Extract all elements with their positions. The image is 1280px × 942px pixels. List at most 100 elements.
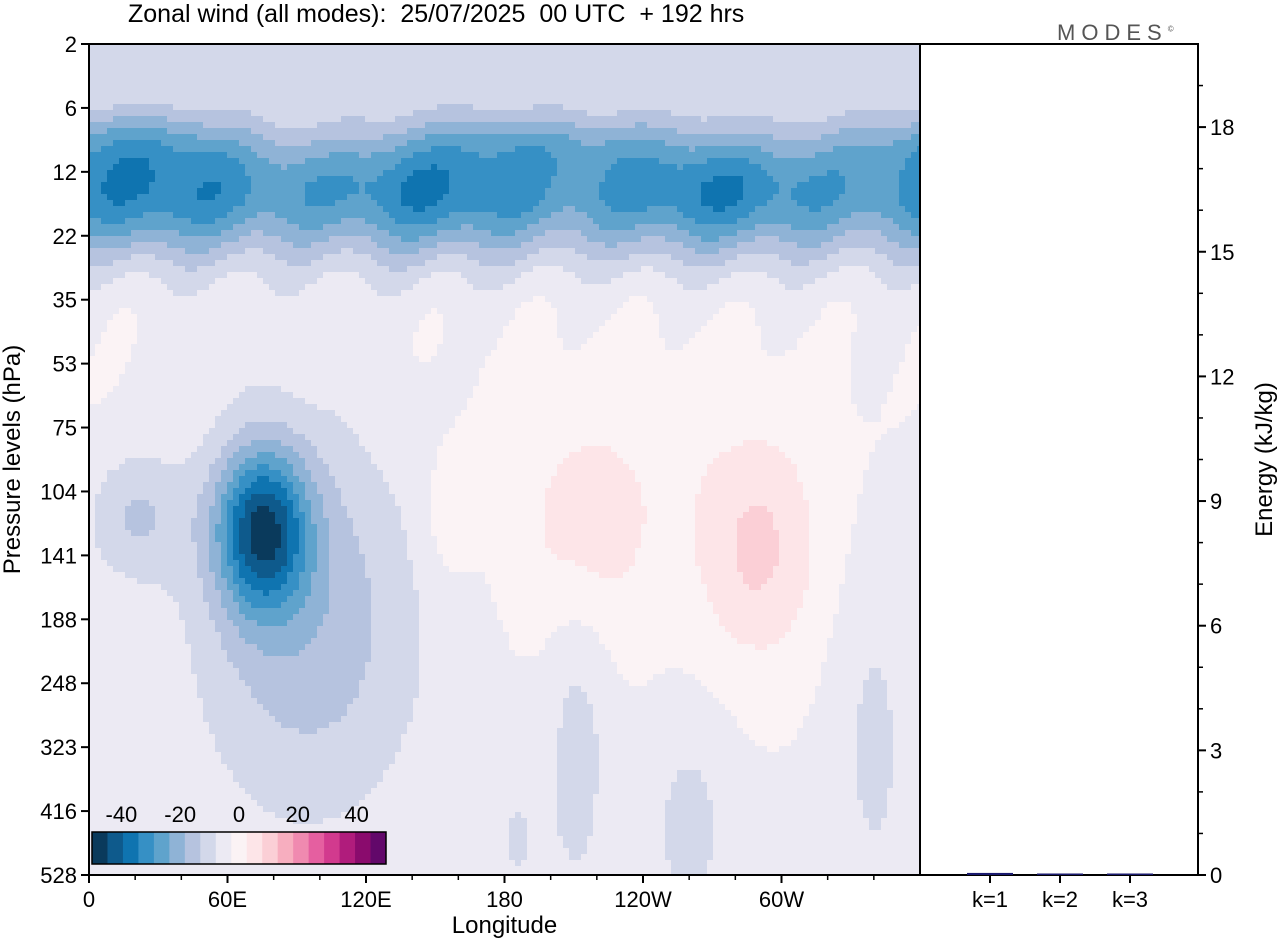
heatmap-cell bbox=[125, 74, 132, 81]
heatmap-cell bbox=[731, 146, 738, 153]
heatmap-cell bbox=[749, 188, 756, 195]
heatmap-cell bbox=[701, 242, 708, 249]
heatmap-cell bbox=[287, 44, 294, 51]
heatmap-cell bbox=[131, 80, 138, 87]
heatmap-cell bbox=[281, 224, 288, 231]
heatmap-cell bbox=[677, 164, 684, 171]
heatmap-cell bbox=[257, 158, 264, 165]
heatmap-cell bbox=[647, 92, 654, 99]
heatmap-cell bbox=[689, 176, 696, 183]
heatmap-cell bbox=[653, 230, 660, 237]
heatmap-cell bbox=[809, 182, 816, 189]
heatmap-cell bbox=[299, 152, 306, 159]
heatmap-cell bbox=[761, 146, 768, 153]
heatmap-cell bbox=[245, 212, 252, 219]
heatmap-cell bbox=[89, 104, 96, 111]
heatmap-cell bbox=[425, 92, 432, 99]
heatmap-cell bbox=[851, 170, 858, 177]
heatmap-cell bbox=[269, 188, 276, 195]
heatmap-cell bbox=[239, 122, 246, 129]
heatmap-cell bbox=[323, 218, 330, 225]
heatmap-cell bbox=[197, 134, 204, 141]
heatmap-cell bbox=[119, 146, 126, 153]
heatmap-cell bbox=[299, 104, 306, 111]
heatmap-cell bbox=[449, 140, 456, 147]
heatmap-cell bbox=[605, 188, 612, 195]
heatmap-cell bbox=[761, 92, 768, 99]
heatmap-cell bbox=[107, 140, 114, 147]
heatmap-cell bbox=[359, 176, 366, 183]
heatmap-cell bbox=[695, 158, 702, 165]
heatmap-cell bbox=[551, 152, 558, 159]
heatmap-cell bbox=[533, 224, 540, 231]
heatmap-cell bbox=[701, 104, 708, 111]
heatmap-cell bbox=[821, 212, 828, 219]
heatmap-cell bbox=[695, 50, 702, 57]
heatmap-cell bbox=[683, 152, 690, 159]
heatmap-cell bbox=[575, 68, 582, 75]
heatmap-cell bbox=[551, 50, 558, 57]
heatmap-cell bbox=[317, 50, 324, 57]
heatmap-cell bbox=[551, 146, 558, 153]
heatmap-cell bbox=[323, 50, 330, 57]
heatmap-cell bbox=[299, 188, 306, 195]
heatmap-cell bbox=[173, 74, 180, 81]
heatmap-cell bbox=[707, 104, 714, 111]
heatmap-cell bbox=[737, 242, 744, 249]
heatmap-cell bbox=[815, 206, 822, 213]
heatmap-cell bbox=[611, 50, 618, 57]
heatmap-cell bbox=[713, 44, 720, 51]
heatmap-cell bbox=[581, 140, 588, 147]
heatmap-cell bbox=[221, 122, 228, 129]
heatmap-cell bbox=[179, 242, 186, 249]
heatmap-cell bbox=[647, 218, 654, 225]
heatmap-cell bbox=[683, 206, 690, 213]
heatmap-cell bbox=[299, 158, 306, 165]
heatmap-cell bbox=[425, 56, 432, 63]
heatmap-cell bbox=[857, 86, 864, 93]
heatmap-cell bbox=[383, 242, 390, 249]
heatmap-cell bbox=[689, 92, 696, 99]
heatmap-cell bbox=[635, 182, 642, 189]
heatmap-cell bbox=[431, 116, 438, 123]
heatmap-cell bbox=[635, 218, 642, 225]
heatmap-cell bbox=[527, 236, 534, 243]
heatmap-cell bbox=[305, 56, 312, 63]
heatmap-cell bbox=[425, 164, 432, 171]
heatmap-cell bbox=[335, 44, 342, 51]
heatmap-cell bbox=[347, 98, 354, 105]
heatmap-cell bbox=[659, 194, 666, 201]
heatmap-cell bbox=[113, 188, 120, 195]
heatmap-cell bbox=[527, 92, 534, 99]
heatmap-cell bbox=[497, 68, 504, 75]
heatmap-cell bbox=[371, 146, 378, 153]
heatmap-cell bbox=[887, 242, 894, 249]
heatmap-cell bbox=[179, 134, 186, 141]
heatmap-cell bbox=[215, 62, 222, 69]
heatmap-cell bbox=[635, 212, 642, 219]
heatmap-cell bbox=[869, 176, 876, 183]
heatmap-cell bbox=[785, 170, 792, 177]
heatmap-cell bbox=[749, 98, 756, 105]
heatmap-cell bbox=[521, 98, 528, 105]
heatmap-cell bbox=[773, 44, 780, 51]
heatmap-cell bbox=[605, 56, 612, 63]
heatmap-cell bbox=[209, 86, 216, 93]
heatmap-cell bbox=[773, 194, 780, 201]
heatmap-cell bbox=[167, 152, 174, 159]
heatmap-cell bbox=[101, 206, 108, 213]
heatmap-cell bbox=[803, 56, 810, 63]
heatmap-cell bbox=[599, 140, 606, 147]
heatmap-cell bbox=[209, 98, 216, 105]
heatmap-cell bbox=[791, 140, 798, 147]
heatmap-cell bbox=[197, 212, 204, 219]
heatmap-cell bbox=[737, 110, 744, 117]
heatmap-cell bbox=[863, 110, 870, 117]
heatmap-cell bbox=[377, 218, 384, 225]
heatmap-cell bbox=[155, 116, 162, 123]
heatmap-cell bbox=[893, 152, 900, 159]
heatmap-cell bbox=[503, 230, 510, 237]
heatmap-cell bbox=[515, 128, 522, 135]
heatmap-cell bbox=[557, 188, 564, 195]
heatmap-cell bbox=[569, 224, 576, 231]
